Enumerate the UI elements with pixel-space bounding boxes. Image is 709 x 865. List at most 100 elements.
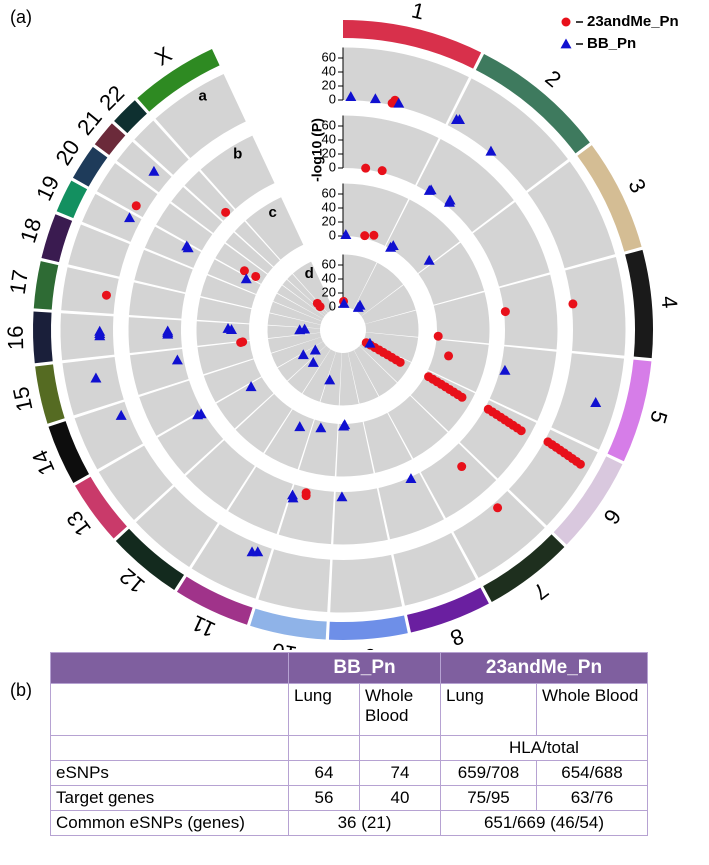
chromosome-label: 4: [657, 295, 683, 309]
note-row: HLA/total: [50, 735, 648, 761]
point: [221, 207, 231, 217]
track-background: [134, 249, 193, 293]
y-tick-label: 20: [322, 213, 336, 228]
track-background: [96, 163, 158, 218]
track-background: [128, 317, 182, 353]
track-background: [271, 337, 323, 368]
point: [360, 231, 370, 241]
chromosome-band: [475, 53, 590, 154]
track-background: [348, 350, 379, 404]
legend-label: BB_Pn: [587, 35, 636, 52]
point: [309, 344, 321, 355]
point: [405, 473, 417, 484]
chromosome-label: 20: [50, 135, 84, 169]
track-background: [155, 73, 246, 158]
panel-label: (a): [10, 7, 32, 27]
point: [377, 166, 387, 176]
point: [454, 114, 466, 125]
track-background: [200, 135, 275, 209]
track-background: [551, 353, 625, 450]
point: [240, 273, 252, 284]
track-background: [410, 370, 476, 432]
row-label: Common eSNPs (genes): [50, 810, 289, 836]
point: [457, 462, 467, 472]
subheader: Whole Blood: [359, 683, 441, 736]
point: [181, 240, 193, 251]
point: [246, 546, 258, 557]
chromosome-band: [577, 145, 642, 252]
track-background: [339, 352, 359, 406]
chromosome-label: 2: [541, 65, 566, 92]
track-background: [365, 310, 419, 337]
track-background: [171, 187, 223, 233]
track-background: [235, 393, 292, 453]
chromosome-band: [41, 214, 73, 263]
legend-label: 23andMe_Pn: [587, 13, 679, 30]
point: [493, 503, 503, 513]
track-background: [343, 254, 377, 310]
point: [444, 351, 454, 361]
track-background: [361, 284, 416, 324]
track-background: [216, 377, 274, 429]
point: [336, 491, 348, 502]
track-background: [196, 321, 250, 346]
header-row: BB_Pn 23andMe_Pn: [50, 652, 648, 684]
point: [500, 307, 510, 317]
track-background: [82, 193, 142, 242]
track-background: [416, 138, 514, 233]
track-background: [61, 267, 119, 314]
chromosome-band: [33, 261, 59, 310]
point: [315, 422, 327, 433]
track-background: [489, 346, 557, 421]
point: [393, 97, 405, 108]
point: [338, 298, 350, 308]
chromosome-label: 11: [188, 610, 219, 642]
cell: 74: [359, 760, 441, 786]
chromosome-label: 8: [447, 623, 467, 650]
chromosome-band: [94, 123, 126, 156]
track-background: [200, 275, 256, 309]
point: [299, 323, 311, 334]
chromosome-label: 15: [8, 384, 38, 413]
point: [297, 349, 309, 360]
track-background: [363, 332, 419, 362]
point: [101, 290, 111, 300]
point: [294, 421, 306, 432]
chromosome-label: 22: [94, 80, 129, 115]
chromosome-label: 9: [363, 644, 377, 650]
y-tick-label: 60: [322, 185, 336, 200]
track-background: [228, 466, 293, 534]
track-background: [267, 313, 321, 329]
y-tick-label: 20: [322, 77, 336, 92]
track-background: [258, 549, 331, 613]
track-background: [565, 256, 626, 356]
track-background: [508, 429, 598, 526]
chromosome-band: [343, 20, 482, 69]
track-background: [385, 199, 460, 274]
y-tick-label: 40: [322, 199, 336, 214]
track-background: [203, 359, 262, 403]
track-background: [234, 221, 280, 267]
track-background: [98, 445, 173, 521]
point: [443, 196, 455, 207]
point: [485, 145, 497, 156]
track-background: [129, 349, 189, 395]
point: [590, 397, 602, 407]
point: [423, 254, 435, 265]
track-label: c: [269, 204, 277, 221]
cell: 659/708: [440, 760, 537, 786]
blank-cell: [288, 735, 360, 761]
point: [94, 325, 106, 336]
track-background: [299, 419, 338, 477]
legend-marker: [560, 38, 572, 49]
cell: 63/76: [536, 785, 648, 811]
chromosome-band: [328, 615, 408, 640]
track-background: [428, 339, 489, 393]
chromosome-label: 18: [15, 215, 46, 246]
chromosome-label: 21: [72, 105, 107, 140]
point: [239, 266, 249, 276]
chromosome-band: [176, 576, 253, 625]
circos-chart: (a) -log10 (P) 1234567891011121314151617…: [3, 0, 683, 650]
chromosome-label: 14: [27, 446, 60, 479]
